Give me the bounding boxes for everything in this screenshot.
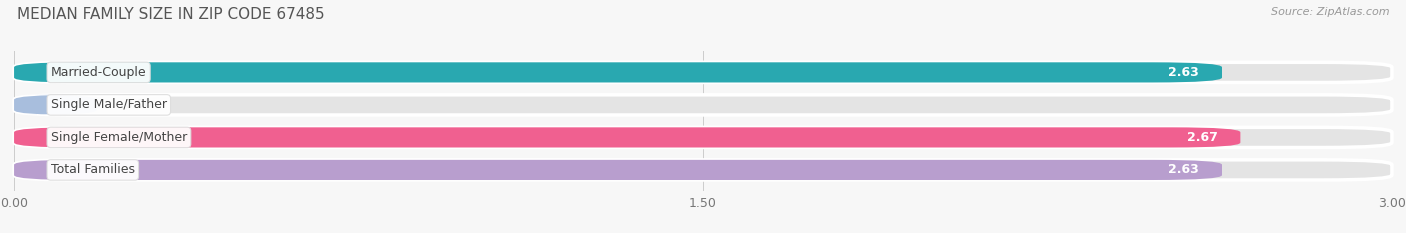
FancyBboxPatch shape [14, 62, 1392, 82]
Text: Married-Couple: Married-Couple [51, 66, 146, 79]
FancyBboxPatch shape [14, 160, 1392, 180]
Text: 2.63: 2.63 [1168, 66, 1199, 79]
FancyBboxPatch shape [14, 95, 97, 115]
Text: Single Male/Father: Single Male/Father [51, 98, 167, 111]
Text: 0.00: 0.00 [124, 98, 152, 111]
FancyBboxPatch shape [14, 127, 1240, 147]
FancyBboxPatch shape [14, 95, 1392, 115]
Text: 2.63: 2.63 [1168, 163, 1199, 176]
Text: 2.67: 2.67 [1187, 131, 1218, 144]
FancyBboxPatch shape [14, 127, 1392, 147]
Text: Single Female/Mother: Single Female/Mother [51, 131, 187, 144]
Text: MEDIAN FAMILY SIZE IN ZIP CODE 67485: MEDIAN FAMILY SIZE IN ZIP CODE 67485 [17, 7, 325, 22]
Text: Source: ZipAtlas.com: Source: ZipAtlas.com [1271, 7, 1389, 17]
FancyBboxPatch shape [14, 62, 1222, 82]
Text: Total Families: Total Families [51, 163, 135, 176]
FancyBboxPatch shape [14, 160, 1222, 180]
